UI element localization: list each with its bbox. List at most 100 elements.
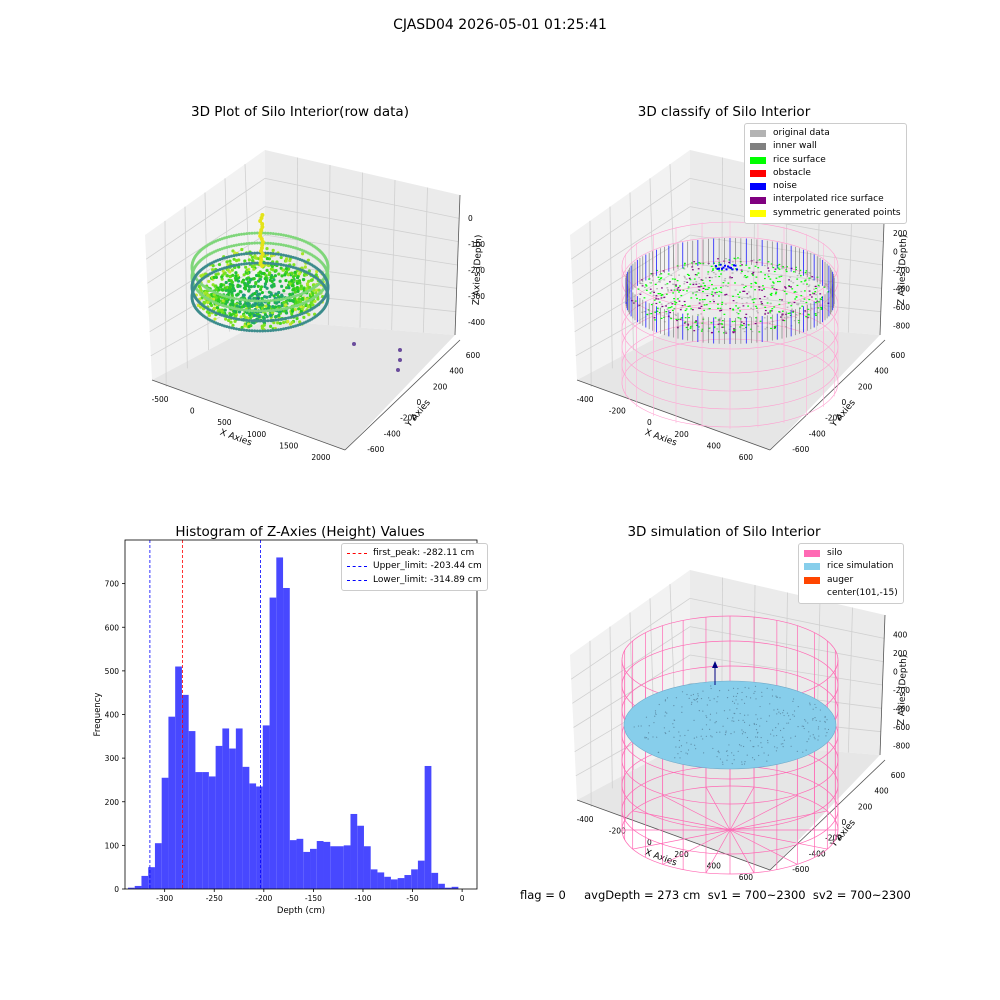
classify-point	[661, 287, 663, 288]
classify-point	[732, 309, 734, 310]
raw-wall-point	[240, 253, 243, 256]
raw-point	[245, 278, 248, 281]
classify-point	[770, 303, 772, 304]
raw-wall-point	[243, 262, 246, 265]
classify-point	[642, 285, 644, 286]
rice-point	[768, 755, 769, 756]
histogram-bar	[344, 845, 351, 889]
raw-wall-point	[269, 319, 272, 322]
classify-point	[791, 288, 793, 289]
raw-wall-point	[248, 319, 251, 322]
classify-point	[762, 304, 764, 305]
raw-wall-point	[272, 309, 275, 312]
rice-point	[826, 732, 827, 733]
raw-point	[229, 321, 232, 324]
raw-point	[302, 278, 305, 281]
raw-outlier-point	[352, 342, 356, 346]
classify-point	[770, 328, 772, 329]
raw-wall-point	[253, 299, 256, 302]
raw-wall-point	[285, 307, 288, 310]
rice-point	[673, 737, 674, 738]
classify-point	[750, 308, 752, 309]
rice-point	[791, 746, 792, 747]
classify-point	[779, 299, 781, 300]
classify-point	[800, 275, 802, 276]
classify-point	[660, 278, 662, 279]
raw-point	[214, 288, 217, 291]
classify-point	[714, 292, 716, 293]
classify-point	[815, 298, 817, 299]
classify-point	[693, 261, 695, 262]
raw-wall-point	[272, 319, 275, 322]
rice-point	[710, 714, 711, 715]
rice-point	[774, 746, 775, 747]
classify-point	[771, 285, 773, 286]
raw-wall-point	[261, 329, 264, 332]
classify-point	[729, 308, 731, 309]
raw-point	[287, 286, 290, 289]
rice-point	[702, 711, 703, 712]
classify-point	[778, 267, 780, 268]
classify-point	[732, 261, 734, 262]
raw-wall-point	[277, 328, 280, 331]
y-tick-label: -600	[367, 445, 384, 454]
classify-point	[733, 328, 735, 329]
classify-point	[745, 277, 747, 278]
raw-wall-point	[285, 317, 288, 320]
classify-point	[696, 291, 698, 292]
classify-point	[802, 301, 804, 302]
rice-point	[705, 715, 706, 716]
rice-point	[815, 707, 816, 708]
legend-entry: inner wall	[750, 140, 901, 153]
raw-point	[206, 310, 209, 313]
classify-point	[713, 288, 715, 289]
raw-point	[249, 279, 252, 282]
classify-point	[809, 273, 811, 274]
raw-wall-point	[326, 284, 329, 287]
legend-swatch	[804, 550, 820, 557]
classify-point	[658, 277, 660, 278]
raw-point	[214, 273, 217, 276]
classify-point	[807, 309, 809, 310]
rice-point	[759, 725, 760, 726]
classify-point	[667, 309, 669, 310]
raw-point	[231, 274, 234, 277]
y-tick-label: -600	[792, 865, 809, 874]
classify-point	[705, 277, 707, 278]
rice-point	[675, 746, 676, 747]
y-tick-label: 400	[105, 711, 120, 720]
rice-point	[738, 751, 739, 752]
raw-wall-point	[280, 298, 283, 301]
rice-point	[743, 731, 744, 732]
raw-wall-point	[277, 318, 280, 321]
raw-point	[292, 275, 295, 278]
raw-wall-point	[272, 329, 275, 332]
classify-point	[778, 304, 780, 305]
rice-point	[824, 721, 825, 722]
raw-point	[232, 312, 235, 315]
rice-point	[797, 751, 798, 752]
classify-point	[683, 290, 685, 291]
classify-point	[716, 328, 718, 329]
raw-wall-point	[240, 318, 243, 321]
rice-point	[755, 686, 756, 687]
rice-point	[817, 739, 818, 740]
classify-point	[804, 290, 806, 291]
raw-wall-point	[237, 318, 240, 321]
raw-3d-plot: -5000500100015002000X Axies6004002000-20…	[130, 130, 490, 470]
classify-point	[737, 308, 739, 309]
raw-point	[228, 260, 231, 263]
legend-swatch	[804, 577, 820, 584]
rice-point	[745, 687, 746, 688]
raw-wall-point	[243, 309, 246, 312]
raw-point	[298, 281, 301, 284]
classify-point	[699, 299, 701, 300]
rice-point	[659, 704, 660, 705]
classify-point	[738, 313, 740, 314]
histogram-bar	[155, 843, 162, 889]
rice-point	[724, 710, 725, 711]
rice-point	[776, 713, 777, 714]
classify-point	[806, 302, 808, 303]
legend-swatch	[804, 563, 820, 570]
status-footer: flag = 0 avgDepth = 273 cm sv1 = 700~230…	[520, 888, 911, 902]
